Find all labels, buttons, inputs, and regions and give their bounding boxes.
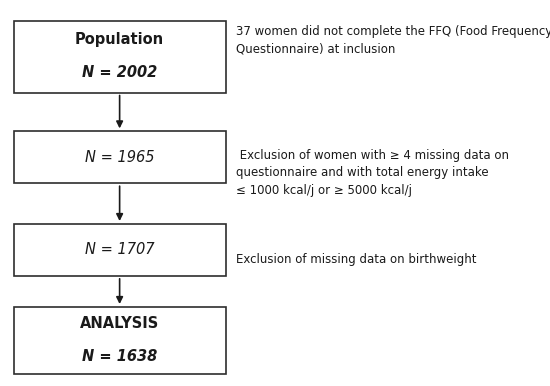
Text: N = 2002: N = 2002 <box>82 65 157 80</box>
Text: ANALYSIS: ANALYSIS <box>80 316 160 331</box>
Text: N = 1965: N = 1965 <box>85 150 155 165</box>
Text: 37 women did not complete the FFQ (Food Frequency
Questionnaire) at inclusion: 37 women did not complete the FFQ (Food … <box>236 25 550 56</box>
Text: Exclusion of women with ≥ 4 missing data on
questionnaire and with total energy : Exclusion of women with ≥ 4 missing data… <box>236 149 509 196</box>
Text: N = 1707: N = 1707 <box>85 242 155 257</box>
Text: Exclusion of missing data on birthweight: Exclusion of missing data on birthweight <box>236 253 477 266</box>
Text: Population: Population <box>75 32 164 47</box>
FancyBboxPatch shape <box>14 21 225 93</box>
Text: N = 1638: N = 1638 <box>82 349 157 364</box>
FancyBboxPatch shape <box>14 224 225 276</box>
FancyBboxPatch shape <box>14 131 225 183</box>
FancyBboxPatch shape <box>14 307 225 374</box>
